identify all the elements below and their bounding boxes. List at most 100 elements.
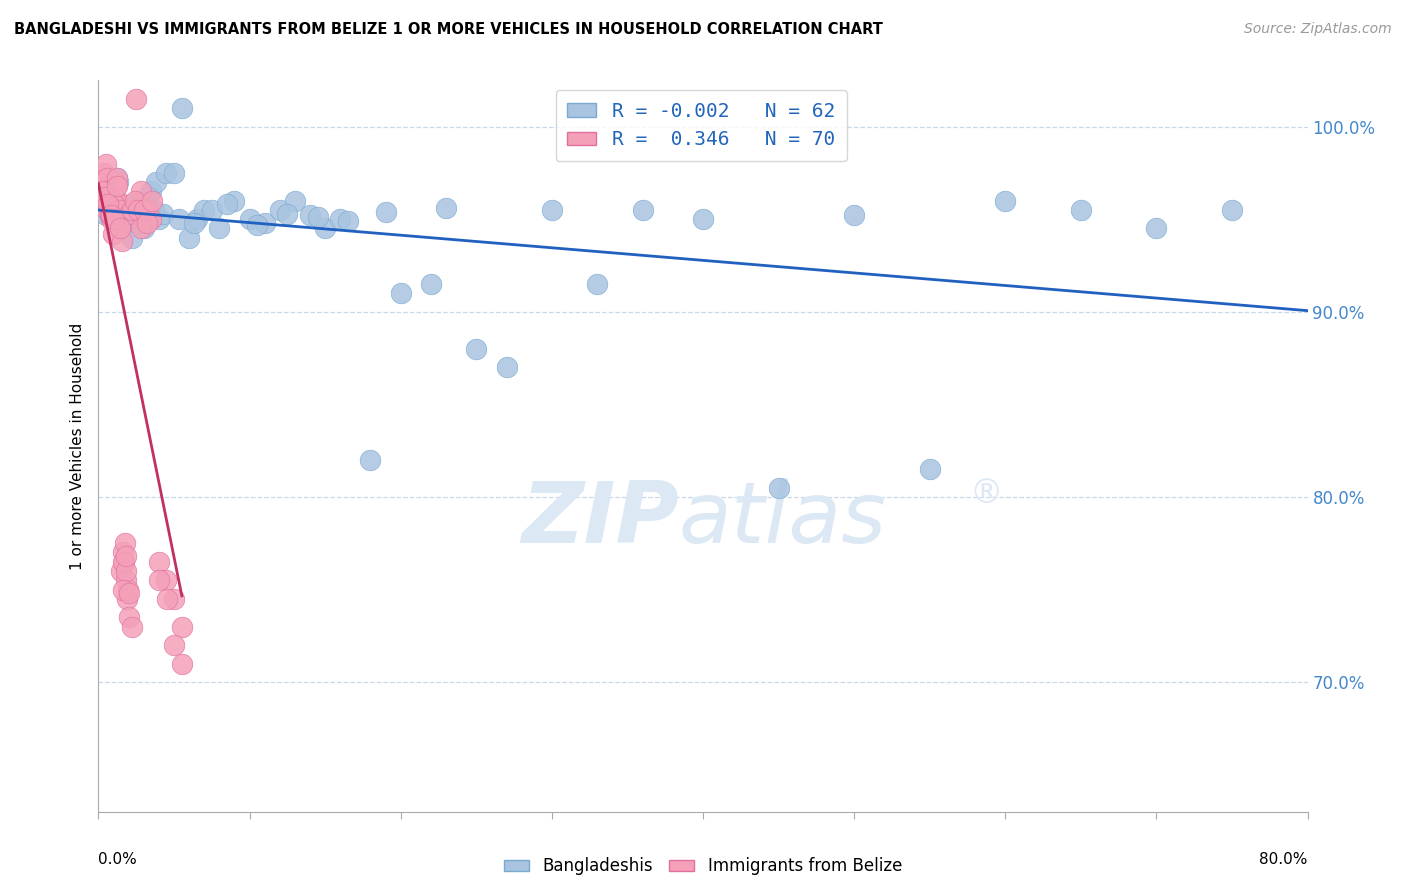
Point: [96, 202, 118, 217]
Point: [918, 462, 941, 476]
Point: [118, 206, 141, 220]
Point: [115, 564, 138, 578]
Point: [163, 166, 186, 180]
Point: [141, 194, 163, 208]
Point: [420, 277, 443, 291]
Point: [90, 194, 112, 208]
Point: [93, 166, 115, 180]
Legend: R = -0.002   N = 62, R =  0.346   N = 70: R = -0.002 N = 62, R = 0.346 N = 70: [555, 90, 846, 161]
Text: ®: ®: [969, 477, 1002, 510]
Point: [110, 564, 132, 578]
Point: [170, 657, 193, 671]
Point: [1146, 221, 1168, 235]
Point: [121, 202, 143, 217]
Point: [143, 202, 166, 217]
Point: [132, 221, 155, 235]
Legend: Bangladeshis, Immigrants from Belize: Bangladeshis, Immigrants from Belize: [498, 851, 908, 882]
Point: [314, 221, 336, 235]
Point: [155, 574, 177, 588]
Point: [107, 194, 129, 208]
Point: [170, 619, 193, 633]
Point: [103, 212, 125, 227]
Point: [141, 212, 163, 227]
Point: [155, 166, 177, 180]
Point: [253, 216, 276, 230]
Point: [97, 197, 120, 211]
Point: [994, 194, 1017, 208]
Point: [105, 178, 128, 193]
Text: 0.0%: 0.0%: [98, 852, 138, 867]
Point: [104, 175, 127, 189]
Point: [692, 212, 714, 227]
Point: [127, 202, 149, 217]
Point: [103, 185, 125, 199]
Point: [132, 202, 155, 217]
Point: [284, 194, 307, 208]
Point: [125, 92, 148, 106]
Text: BANGLADESHI VS IMMIGRANTS FROM BELIZE 1 OR MORE VEHICLES IN HOUSEHOLD CORRELATIO: BANGLADESHI VS IMMIGRANTS FROM BELIZE 1 …: [14, 22, 883, 37]
Point: [100, 209, 122, 223]
Point: [132, 212, 155, 227]
Point: [163, 638, 186, 652]
Point: [103, 197, 125, 211]
Point: [121, 619, 143, 633]
Point: [141, 185, 163, 199]
Point: [91, 175, 114, 189]
Point: [105, 171, 128, 186]
Y-axis label: 1 or more Vehicles in Household: 1 or more Vehicles in Household: [70, 322, 86, 570]
Point: [100, 209, 122, 223]
Text: ZIP: ZIP: [522, 477, 679, 561]
Point: [374, 204, 396, 219]
Point: [122, 197, 145, 211]
Point: [115, 591, 138, 606]
Point: [135, 202, 157, 217]
Point: [156, 591, 179, 606]
Text: atlas: atlas: [679, 477, 887, 561]
Point: [269, 202, 291, 217]
Point: [101, 227, 124, 241]
Point: [98, 185, 121, 199]
Point: [434, 201, 457, 215]
Point: [389, 286, 412, 301]
Point: [152, 206, 174, 220]
Point: [96, 171, 118, 186]
Point: [129, 185, 152, 199]
Point: [111, 582, 134, 597]
Point: [124, 194, 146, 208]
Point: [1070, 202, 1092, 217]
Point: [631, 202, 654, 217]
Point: [125, 202, 148, 217]
Point: [541, 202, 564, 217]
Point: [145, 175, 167, 189]
Point: [336, 214, 359, 228]
Point: [114, 216, 136, 230]
Point: [768, 481, 790, 495]
Point: [148, 555, 170, 569]
Point: [215, 197, 238, 211]
Point: [120, 202, 142, 217]
Point: [360, 453, 382, 467]
Point: [107, 175, 129, 189]
Point: [114, 574, 136, 588]
Point: [91, 185, 114, 199]
Point: [167, 212, 190, 227]
Point: [465, 342, 488, 356]
Point: [108, 221, 131, 235]
Point: [129, 194, 152, 208]
Point: [94, 156, 117, 170]
Point: [148, 574, 170, 588]
Point: [307, 211, 329, 225]
Point: [111, 545, 134, 559]
Point: [104, 178, 127, 193]
Point: [163, 591, 186, 606]
Point: [183, 216, 205, 230]
Point: [239, 212, 262, 227]
Point: [179, 230, 201, 244]
Point: [136, 216, 159, 230]
Point: [105, 212, 128, 227]
Point: [186, 212, 208, 227]
Point: [93, 190, 115, 204]
Point: [129, 221, 152, 235]
Point: [112, 209, 135, 223]
Point: [118, 212, 141, 227]
